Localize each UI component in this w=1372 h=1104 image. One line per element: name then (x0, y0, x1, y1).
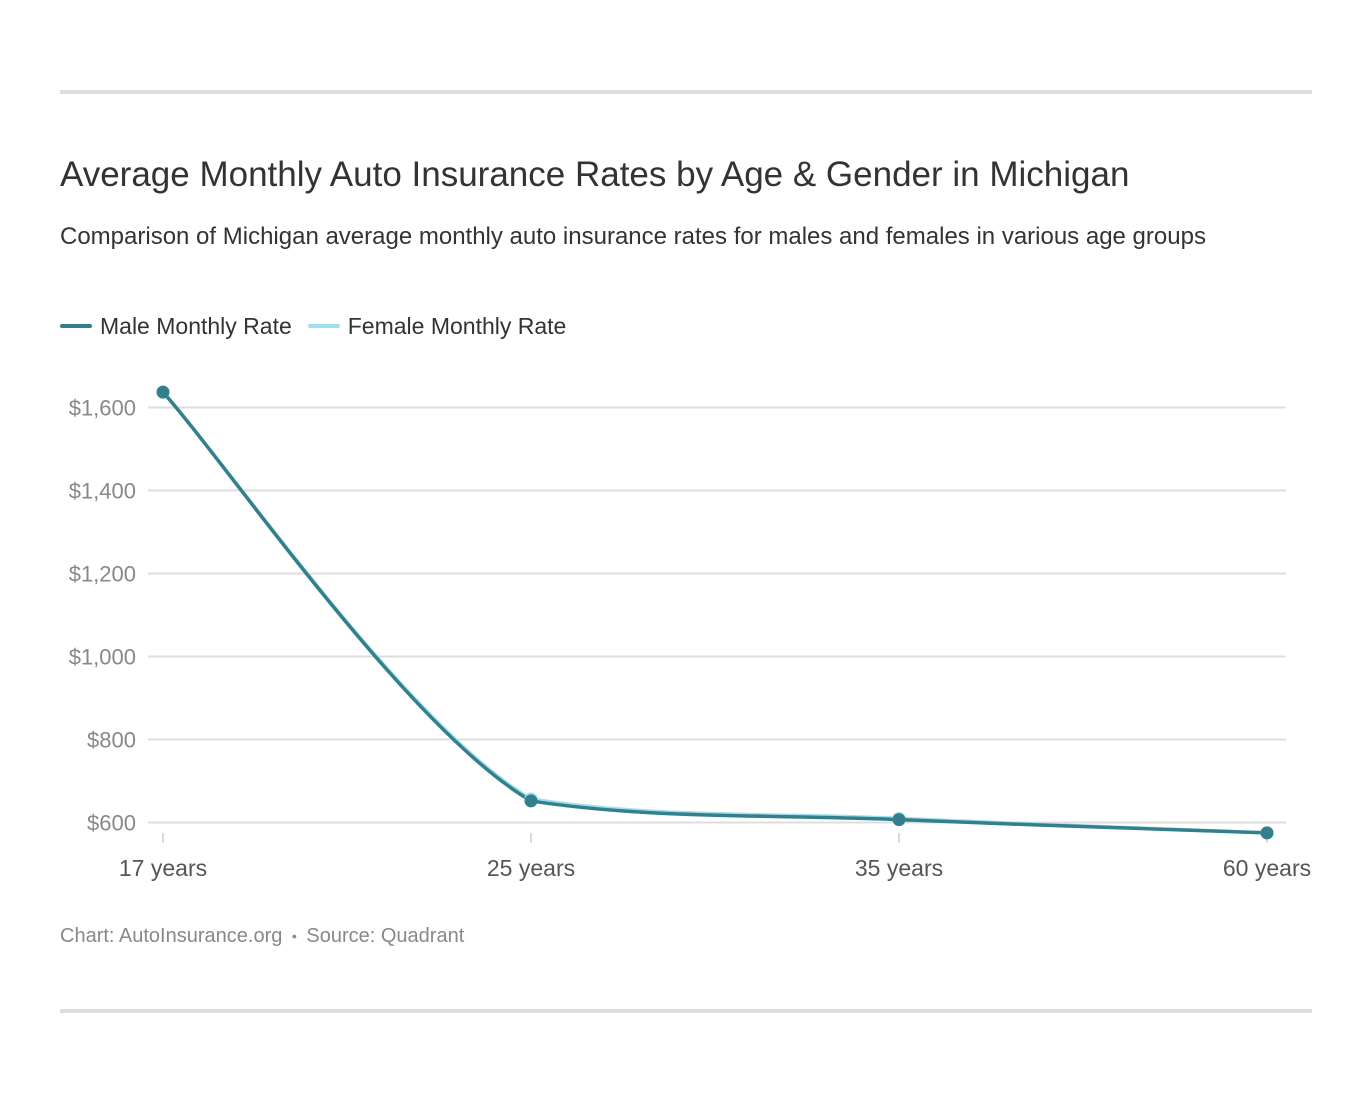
chart-credit: Chart: AutoInsurance.org (60, 925, 283, 947)
data-point-male (1260, 826, 1274, 840)
data-point-male (156, 385, 170, 399)
data-point-male (892, 813, 906, 827)
x-tick-label: 60 years (1223, 855, 1311, 881)
x-tick-label: 17 years (119, 855, 207, 881)
y-tick-label: $1,200 (69, 562, 136, 587)
legend-label-male: Male Monthly Rate (100, 312, 292, 339)
y-tick-label: $800 (87, 728, 136, 753)
grid-layer (148, 406, 1286, 824)
x-tick-label: 35 years (855, 855, 943, 881)
top-divider (60, 90, 1312, 94)
legend-label-female: Female Monthly Rate (347, 312, 567, 339)
series-layer (156, 385, 1274, 840)
data-point-male (524, 794, 538, 808)
legend-swatch-female (307, 324, 340, 328)
legend-item-female[interactable]: Female Monthly Rate (307, 312, 567, 340)
chart-source: Source: Quadrant (306, 925, 465, 947)
y-tick-label: $1,600 (69, 396, 136, 421)
y-axis-labels: $600 $800 $1,000 $1,200 $1,400 $1,600 (69, 396, 136, 836)
x-axis: 17 years 25 years 35 years 60 years (119, 833, 1311, 881)
bottom-divider (60, 1009, 1312, 1013)
chart-subtitle: Comparison of Michigan average monthly a… (60, 223, 1206, 250)
y-tick-label: $600 (87, 811, 136, 836)
chart-footer: Chart: AutoInsurance.org • Source: Quadr… (60, 922, 464, 951)
x-tick-label: 25 years (487, 855, 575, 881)
footer-separator: • (291, 928, 297, 944)
y-tick-label: $1,400 (69, 479, 136, 504)
chart-legend: Male Monthly Rate Female Monthly Rate (60, 311, 582, 341)
legend-item-male[interactable]: Male Monthly Rate (60, 313, 292, 340)
chart-title: Average Monthly Auto Insurance Rates by … (60, 155, 1130, 194)
legend-swatch-male (60, 324, 92, 328)
series-line-male (161, 390, 1269, 835)
series-line-female (161, 390, 1269, 835)
y-tick-label: $1,000 (69, 645, 136, 670)
